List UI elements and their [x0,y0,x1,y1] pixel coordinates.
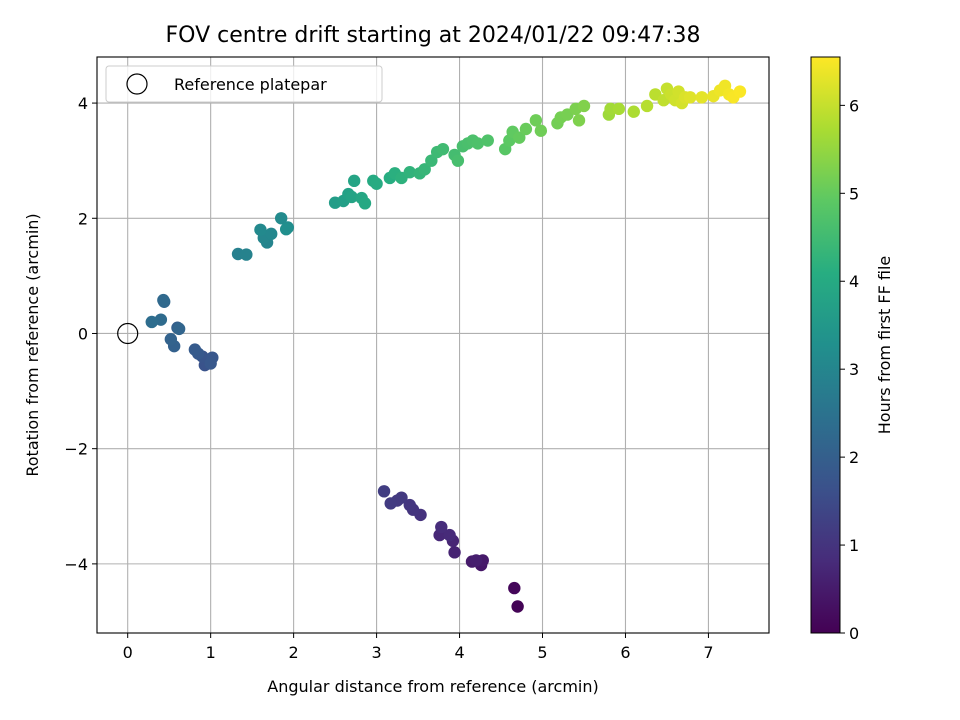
data-point [370,177,383,190]
data-point [279,223,293,236]
data-point [204,357,217,370]
y-axis-ticks: −4 −2 0 2 4 [64,94,97,574]
data-point [519,122,533,136]
data-points [117,79,747,613]
data-point [345,190,358,204]
y-tick-label: 0 [78,324,88,343]
data-point [240,248,253,261]
y-tick-label: −2 [64,440,88,459]
data-point [403,166,416,179]
x-tick-label: 6 [620,643,630,662]
legend-box [105,65,383,103]
colorbar-tick-label: 4 [849,272,859,291]
data-point [265,227,278,241]
x-tick-label: 1 [206,643,216,662]
x-tick-label: 5 [537,643,547,662]
data-point [481,134,494,147]
colorbar-tick-label: 3 [849,360,859,379]
data-point [145,315,158,329]
x-tick-label: 0 [123,643,133,662]
data-point [451,154,465,167]
data-point [418,163,431,176]
y-axis-label: Rotation from reference (arcmin) [23,213,42,476]
data-point [513,131,526,144]
data-point [435,520,448,534]
plot-frame [96,56,770,634]
grid [97,57,769,633]
x-axis-ticks: 0 1 2 3 4 5 6 7 [123,633,714,662]
data-point [157,293,170,307]
reference-platepar-marker [117,322,139,345]
data-point [534,124,548,137]
x-tick-label: 7 [703,643,713,662]
colorbar-tick-label: 1 [849,536,859,555]
legend-marker [126,73,148,95]
data-point [384,497,397,510]
x-axis-label: Angular distance from reference (arcmin) [267,677,598,696]
colorbar-tick-label: 5 [849,184,859,203]
data-point [683,91,697,104]
y-tick-label: 4 [78,94,88,113]
data-point [612,102,626,116]
data-point [529,114,543,127]
colorbar-gradient [810,56,841,634]
data-point [448,546,461,559]
colorbar-ticks: 0 1 2 3 4 5 6 [840,96,859,643]
data-point [377,485,391,498]
data-point [511,600,524,613]
colorbar-tick-label: 6 [849,96,859,115]
data-point [358,197,372,210]
x-tick-label: 2 [289,643,299,662]
colorbar-label: Hours from first FF file [875,256,894,435]
colorbar-tick-label: 0 [849,624,859,643]
y-tick-label: 2 [78,209,88,228]
data-point [640,99,654,113]
data-point [172,322,186,336]
legend: Reference platepar [105,65,383,103]
data-point [471,137,484,150]
data-point [443,528,456,542]
data-point [347,174,361,188]
y-tick-label: −4 [64,555,88,574]
data-point [254,223,267,236]
data-point [627,105,640,118]
x-tick-label: 4 [454,643,464,662]
data-point [436,142,450,156]
data-point [274,212,288,225]
data-point [577,99,591,113]
colorbar: 0 1 2 3 4 5 6 Hours from first FF file [810,56,894,643]
chart-title: FOV centre drift starting at 2024/01/22 … [166,23,701,48]
data-point [572,114,586,127]
data-point [403,498,416,512]
x-tick-label: 3 [371,643,381,662]
data-point [733,85,747,98]
legend-entry-reference: Reference platepar [174,75,327,94]
data-point [469,554,483,567]
colorbar-tick-label: 2 [849,448,859,467]
data-point [164,333,178,346]
data-point [508,581,521,595]
data-point [188,343,202,356]
data-point [695,91,708,104]
